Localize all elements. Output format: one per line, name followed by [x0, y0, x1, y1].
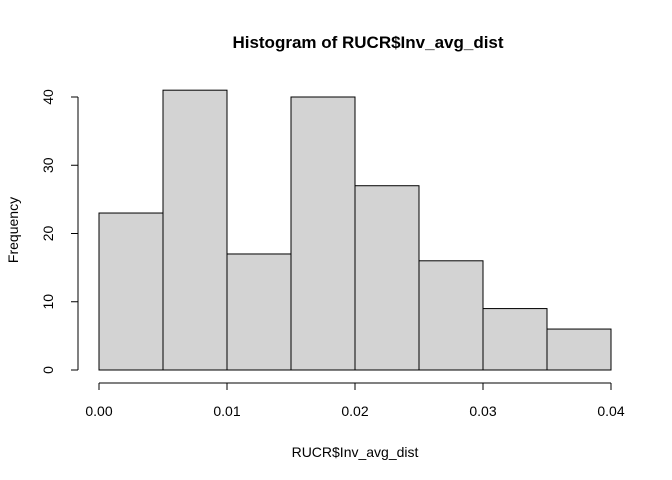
histogram-bar: [290, 96, 356, 371]
x-axis-label: RUCR$Inv_avg_dist: [292, 444, 419, 460]
histogram-bar: [482, 308, 548, 371]
x-tick-label: 0.02: [341, 403, 368, 419]
y-axis: 0 10 20 30 40: [40, 89, 79, 374]
x-tick-label: 0.03: [469, 403, 496, 419]
x-axis: 0.00 0.01 0.02 0.03 0.04: [85, 382, 625, 419]
x-tick-label: 0.01: [213, 403, 240, 419]
histogram-bar: [226, 253, 292, 371]
y-axis-label: Frequency: [5, 197, 21, 263]
histogram-bar: [354, 185, 420, 371]
y-tick-label: 40: [40, 89, 56, 105]
y-tick-label: 20: [40, 226, 56, 242]
x-tick-label: 0.00: [85, 403, 112, 419]
histogram-bar: [162, 89, 228, 371]
chart-title: Histogram of RUCR$Inv_avg_dist: [232, 33, 503, 52]
histogram-bar: [418, 260, 484, 371]
histogram-bar: [98, 212, 164, 371]
x-tick-label: 0.04: [597, 403, 624, 419]
y-tick-label: 30: [40, 157, 56, 173]
histogram-bar: [546, 328, 612, 371]
bars-group: [98, 89, 612, 371]
y-tick-label: 10: [40, 294, 56, 310]
y-tick-label: 0: [40, 366, 56, 374]
